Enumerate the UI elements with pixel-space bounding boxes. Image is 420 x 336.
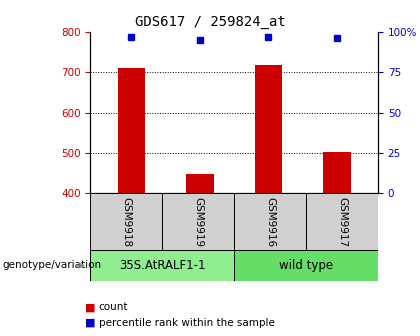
Bar — [323, 152, 351, 193]
Bar — [234, 193, 306, 250]
Text: ■: ■ — [85, 318, 96, 328]
Bar — [118, 68, 145, 193]
Text: GSM9918: GSM9918 — [121, 197, 131, 247]
Bar — [306, 193, 378, 250]
Bar — [234, 250, 378, 281]
Text: wild type: wild type — [279, 259, 333, 272]
Text: 35S.AtRALF1-1: 35S.AtRALF1-1 — [119, 259, 205, 272]
Text: genotype/variation: genotype/variation — [2, 260, 101, 270]
Bar — [90, 193, 162, 250]
Text: GSM9917: GSM9917 — [337, 197, 347, 247]
Text: GDS617 / 259824_at: GDS617 / 259824_at — [135, 15, 285, 29]
Bar — [255, 65, 282, 193]
Text: percentile rank within the sample: percentile rank within the sample — [99, 318, 275, 328]
Bar — [186, 174, 214, 193]
Text: ■: ■ — [85, 302, 96, 312]
Text: GSM9916: GSM9916 — [265, 197, 275, 247]
Bar — [90, 250, 234, 281]
Text: count: count — [99, 302, 128, 312]
Bar — [162, 193, 234, 250]
Text: GSM9919: GSM9919 — [193, 197, 203, 247]
